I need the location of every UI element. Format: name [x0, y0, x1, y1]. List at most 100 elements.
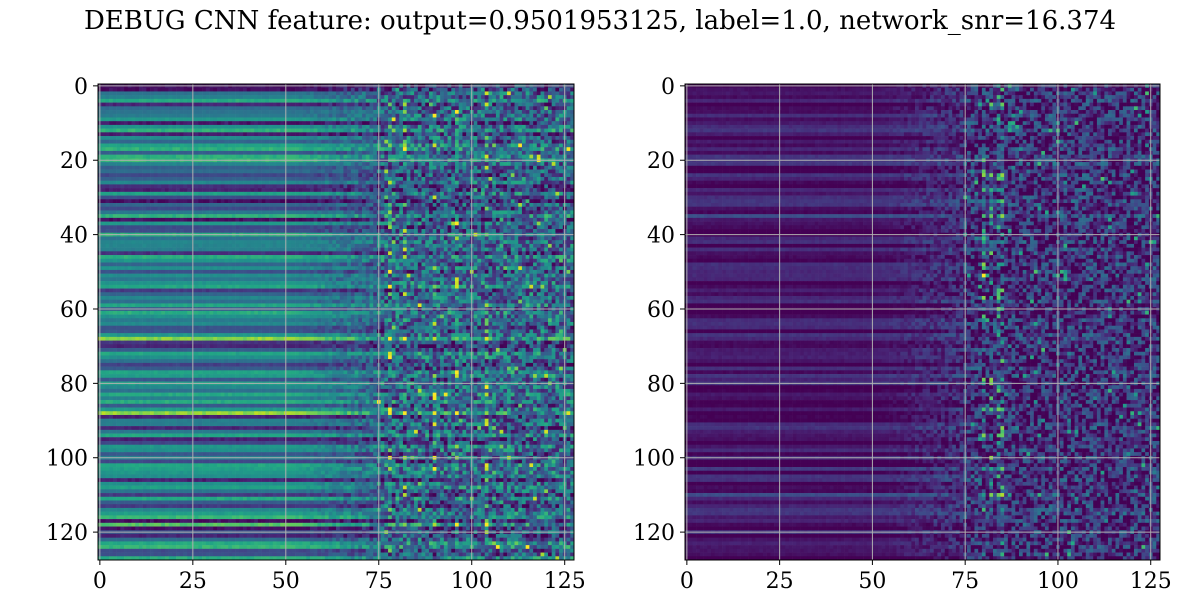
heatmap-cell [269, 91, 273, 95]
heatmap-cell [236, 114, 240, 118]
heatmap-cell [217, 125, 221, 129]
heatmap-cell [526, 199, 530, 203]
heatmap-cell [369, 207, 373, 211]
heatmap-cell [392, 140, 396, 144]
heatmap-cell [288, 88, 292, 92]
heatmap-cell [154, 144, 158, 148]
heatmap-cell [120, 199, 124, 203]
heatmap-cell [403, 177, 407, 181]
heatmap-cell [195, 110, 199, 114]
heatmap-cell [455, 95, 459, 99]
heatmap-cell [102, 196, 106, 200]
heatmap-cell [373, 125, 377, 129]
heatmap-cell [224, 170, 228, 174]
heatmap-cell [109, 121, 113, 125]
heatmap-cell [548, 144, 552, 148]
heatmap-cell [143, 147, 147, 151]
heatmap-cell [288, 129, 292, 133]
heatmap-cell [135, 214, 139, 218]
heatmap-cell [388, 132, 392, 136]
heatmap-cell [522, 121, 526, 125]
heatmap-cell [269, 192, 273, 196]
heatmap-cell [422, 144, 426, 148]
heatmap-cell [488, 147, 492, 151]
heatmap-cell [317, 132, 321, 136]
heatmap-cell [500, 132, 504, 136]
heatmap-cell [176, 91, 180, 95]
heatmap-cell [403, 199, 407, 203]
heatmap-cell [481, 207, 485, 211]
heatmap-cell [362, 136, 366, 140]
heatmap-cell [295, 140, 299, 144]
heatmap-cell [366, 110, 370, 114]
heatmap-cell [448, 177, 452, 181]
heatmap-cell [418, 166, 422, 170]
heatmap-cell [187, 106, 191, 110]
heatmap-cell [143, 114, 147, 118]
heatmap-cell [425, 140, 429, 144]
heatmap-cell [533, 151, 537, 155]
heatmap-cell [362, 129, 366, 133]
heatmap-cell [217, 214, 221, 218]
heatmap-cell [537, 117, 541, 121]
heatmap-cell [239, 144, 243, 148]
heatmap-cell [381, 177, 385, 181]
heatmap-cell [158, 162, 162, 166]
heatmap-cell [396, 114, 400, 118]
heatmap-cell [232, 110, 236, 114]
heatmap-cell [444, 196, 448, 200]
heatmap-cell [332, 103, 336, 107]
heatmap-cell [120, 155, 124, 159]
heatmap-cell [425, 95, 429, 99]
heatmap-cell [526, 166, 530, 170]
heatmap-cell [552, 132, 556, 136]
heatmap-cell [250, 136, 254, 140]
heatmap-cell [180, 166, 184, 170]
heatmap-cell [488, 210, 492, 214]
heatmap-cell [503, 114, 507, 118]
heatmap-cell [347, 106, 351, 110]
heatmap-cell [158, 173, 162, 177]
heatmap-cell [555, 99, 559, 103]
heatmap-cell [314, 144, 318, 148]
heatmap-cell [429, 177, 433, 181]
heatmap-cell [217, 188, 221, 192]
heatmap-cell [399, 121, 403, 125]
heatmap-cell [172, 136, 176, 140]
heatmap-cell [444, 203, 448, 207]
heatmap-cell [169, 151, 173, 155]
heatmap-cell [414, 144, 418, 148]
heatmap-cell [310, 106, 314, 110]
heatmap-cell [507, 125, 511, 129]
heatmap-cell [310, 173, 314, 177]
heatmap-cell [403, 140, 407, 144]
heatmap-cell [105, 192, 109, 196]
heatmap-cell [366, 210, 370, 214]
heatmap-cell [559, 91, 563, 95]
heatmap-cell [236, 207, 240, 211]
heatmap-cell [444, 110, 448, 114]
heatmap-cell [544, 110, 548, 114]
heatmap-cell [492, 210, 496, 214]
heatmap-cell [146, 207, 150, 211]
heatmap-cell [243, 106, 247, 110]
heatmap-cell [317, 184, 321, 188]
heatmap-cell [362, 177, 366, 181]
heatmap-cell [306, 184, 310, 188]
heatmap-cell [128, 192, 132, 196]
heatmap-cell [280, 95, 284, 99]
heatmap-cell [187, 110, 191, 114]
heatmap-cell [250, 110, 254, 114]
heatmap-cell [399, 210, 403, 214]
heatmap-cell [485, 110, 489, 114]
heatmap-cell [262, 136, 266, 140]
heatmap-cell [102, 121, 106, 125]
heatmap-cell [481, 192, 485, 196]
heatmap-cell [154, 166, 158, 170]
heatmap-cell [466, 147, 470, 151]
heatmap-cell [481, 129, 485, 133]
heatmap-cell [436, 110, 440, 114]
heatmap-cell [474, 166, 478, 170]
heatmap-cell [340, 203, 344, 207]
heatmap-cell [496, 114, 500, 118]
